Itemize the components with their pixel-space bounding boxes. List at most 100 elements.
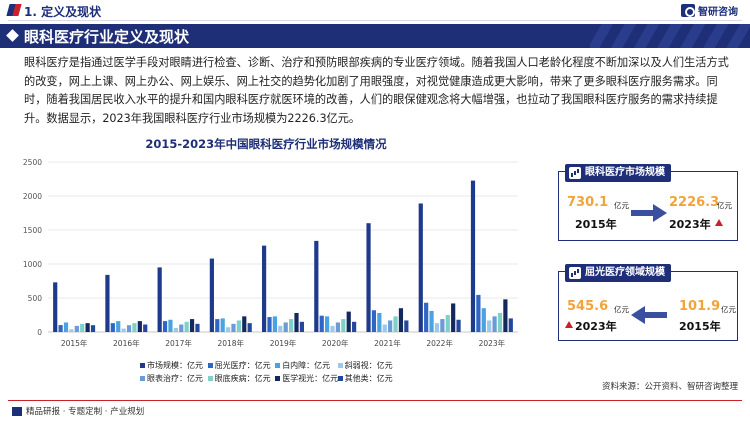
title-stripes-decoration <box>590 24 750 48</box>
legend-label: 屈光医疗：亿元 <box>214 361 271 370</box>
bar <box>418 203 423 332</box>
bar <box>231 323 236 332</box>
bar <box>492 316 497 332</box>
bar <box>215 319 220 332</box>
legend-label: 市场规模：亿元 <box>147 361 203 370</box>
intro-paragraph: 眼科医疗是指通过医学手段对眼睛进行检查、诊断、治疗和预防眼部疾病的专业医疗领域。… <box>24 56 729 125</box>
y-tick-label: 2500 <box>23 158 42 167</box>
bar <box>424 302 429 332</box>
to-year: 2023年 <box>669 218 711 231</box>
to-unit: 亿元 <box>717 201 732 210</box>
y-tick-label: 2000 <box>23 192 42 201</box>
bar <box>157 267 162 332</box>
bar <box>137 321 142 332</box>
right-year: 2015年 <box>679 320 721 333</box>
bar <box>225 327 231 332</box>
bar <box>132 323 137 332</box>
bar <box>341 319 346 332</box>
x-tick-label: 2023年 <box>479 338 506 348</box>
bar <box>388 320 393 332</box>
bar <box>173 327 178 332</box>
from-unit: 亿元 <box>614 201 629 210</box>
bar <box>110 323 115 332</box>
bar-chart-icon <box>569 167 581 179</box>
bar <box>289 319 294 332</box>
bar <box>352 321 357 332</box>
chart-title: 2015-2023年中国眼科医疗行业市场规模情况 <box>145 137 387 151</box>
bar <box>126 325 132 332</box>
bar <box>195 323 200 332</box>
legend-label: 斜弱视：亿元 <box>344 361 393 370</box>
bar <box>209 258 214 332</box>
legend-item: 眼表治疗：亿元 <box>140 373 203 384</box>
bar <box>189 319 195 332</box>
bar <box>283 322 288 332</box>
bar <box>116 321 121 332</box>
bar <box>80 323 85 332</box>
market-size-card: 眼科医疗市场规模 730.1 亿元 2015年 2226.3 亿元 2023年 <box>558 164 738 241</box>
legend-item: 眼底疾病：亿元 <box>207 373 271 384</box>
bar <box>382 324 387 332</box>
legend-swatch <box>337 363 343 368</box>
bar <box>90 325 96 332</box>
bar <box>319 315 324 332</box>
bar <box>429 310 434 332</box>
bar <box>143 324 148 332</box>
y-tick-label: 1500 <box>23 226 42 235</box>
bar <box>85 323 90 332</box>
bar <box>330 325 335 332</box>
bar-chart-icon <box>569 267 581 279</box>
legend-item: 市场规模：亿元 <box>140 360 203 371</box>
bar <box>377 312 382 332</box>
legend-swatch <box>275 376 281 381</box>
company-logo: 智研咨询 <box>681 3 738 18</box>
bar <box>456 319 461 332</box>
legend-label: 医学视光：亿元 <box>282 374 339 383</box>
legend-label: 眼底疾病：亿元 <box>214 374 271 383</box>
card-title: 屈光医疗领域规模 <box>585 267 665 278</box>
y-tick-label: 500 <box>28 294 43 303</box>
bar <box>247 323 252 332</box>
section-label: 1. 定义及现状 <box>24 5 102 19</box>
bar <box>393 316 398 332</box>
bar <box>262 245 267 332</box>
title-bar: 眼科医疗行业定义及现状 <box>0 24 750 48</box>
footer-brand-icon <box>12 407 22 416</box>
x-tick-label: 2015年 <box>61 338 88 348</box>
bar <box>184 321 189 332</box>
left-year: 2023年 <box>575 320 617 333</box>
bar <box>236 320 241 332</box>
bar <box>69 329 74 332</box>
bar <box>294 312 299 332</box>
bar <box>451 303 456 332</box>
bar <box>497 312 503 332</box>
logo-icon <box>681 4 695 17</box>
right-unit: 亿元 <box>721 305 736 314</box>
bar <box>434 323 440 332</box>
legend-label: 其他类：亿元 <box>344 374 393 383</box>
card-title: 眼科医疗市场规模 <box>585 167 665 178</box>
diamond-icon <box>6 29 19 42</box>
x-tick-label: 2020年 <box>322 338 349 348</box>
bar <box>162 321 168 332</box>
bar <box>314 240 319 332</box>
bar <box>398 308 404 332</box>
bar <box>476 294 481 332</box>
left-unit: 亿元 <box>614 305 629 314</box>
right-value: 101.9 <box>679 299 721 314</box>
arrow-up-icon <box>565 321 573 328</box>
y-tick-label: 0 <box>37 328 42 337</box>
top-bar: 1. 定义及现状 智研咨询 <box>0 0 750 22</box>
bar <box>220 318 225 332</box>
top-divider <box>8 20 742 21</box>
x-tick-label: 2022年 <box>426 338 453 348</box>
arrow-up-icon <box>715 219 723 226</box>
bar <box>404 320 409 332</box>
bar <box>74 325 79 332</box>
refractive-size-card: 屈光医疗领域规模 545.6 亿元 2023年 101.9 亿元 2015年 <box>558 264 738 341</box>
legend-swatch <box>207 363 213 368</box>
legend-item: 斜弱视：亿元 <box>337 360 393 371</box>
bar <box>470 180 476 332</box>
bar <box>272 316 277 332</box>
card-header: 眼科医疗市场规模 <box>565 164 671 182</box>
